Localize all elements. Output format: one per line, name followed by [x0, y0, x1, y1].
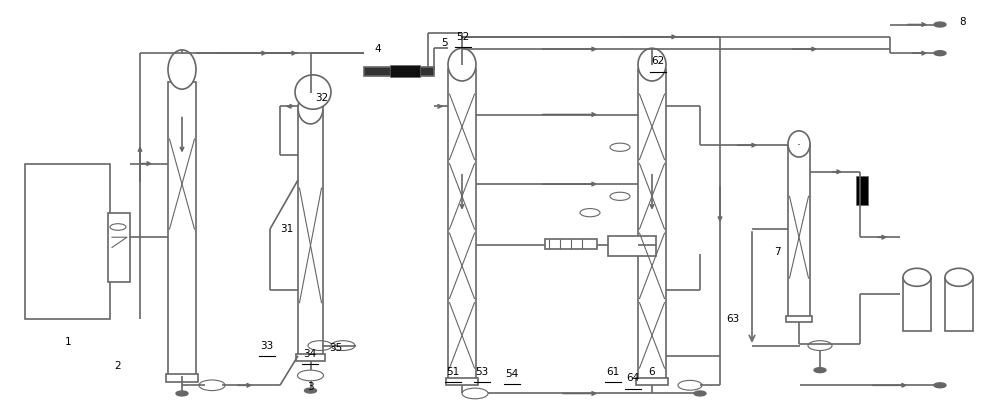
- Ellipse shape: [298, 93, 323, 124]
- Text: 54: 54: [505, 369, 519, 379]
- Text: 1: 1: [65, 337, 71, 346]
- Text: 31: 31: [280, 224, 294, 234]
- Text: 32: 32: [315, 93, 329, 103]
- Circle shape: [694, 391, 706, 396]
- Ellipse shape: [295, 75, 331, 109]
- Bar: [446, 378, 478, 385]
- Text: 5: 5: [441, 38, 447, 48]
- Bar: [364, 67, 434, 76]
- Bar: [168, 82, 196, 376]
- Bar: [296, 354, 325, 361]
- Ellipse shape: [448, 48, 476, 81]
- Text: 3: 3: [307, 382, 313, 391]
- Bar: [448, 69, 476, 380]
- Text: 53: 53: [475, 367, 489, 377]
- Bar: [786, 316, 812, 322]
- Text: 7: 7: [774, 247, 780, 256]
- Bar: [856, 176, 868, 204]
- Bar: [945, 278, 973, 331]
- Bar: [608, 236, 656, 256]
- Circle shape: [176, 391, 188, 396]
- Text: 63: 63: [726, 314, 740, 324]
- Ellipse shape: [945, 268, 973, 286]
- Ellipse shape: [788, 131, 810, 157]
- Bar: [25, 164, 110, 319]
- Text: 8: 8: [960, 18, 966, 27]
- Bar: [636, 378, 668, 385]
- Ellipse shape: [903, 268, 931, 286]
- Text: 64: 64: [626, 373, 640, 383]
- Ellipse shape: [638, 48, 666, 81]
- Text: 61: 61: [606, 367, 620, 377]
- Circle shape: [304, 388, 316, 393]
- Ellipse shape: [168, 50, 196, 89]
- Circle shape: [814, 368, 826, 373]
- Text: 33: 33: [260, 341, 274, 351]
- Bar: [788, 145, 810, 317]
- Circle shape: [934, 22, 946, 27]
- Text: 2: 2: [115, 361, 121, 371]
- Bar: [903, 278, 931, 331]
- Text: 52: 52: [456, 32, 470, 42]
- Text: 34: 34: [303, 349, 317, 359]
- Bar: [108, 213, 130, 282]
- Bar: [390, 65, 420, 77]
- Text: 35: 35: [329, 344, 343, 353]
- Text: 4: 4: [375, 44, 381, 54]
- Bar: [298, 110, 323, 356]
- Bar: [166, 374, 198, 382]
- Text: 6: 6: [649, 367, 655, 377]
- Bar: [545, 239, 597, 249]
- Circle shape: [934, 383, 946, 388]
- Bar: [638, 69, 666, 380]
- Circle shape: [934, 51, 946, 56]
- Text: 62: 62: [651, 56, 665, 66]
- Text: 51: 51: [446, 367, 460, 377]
